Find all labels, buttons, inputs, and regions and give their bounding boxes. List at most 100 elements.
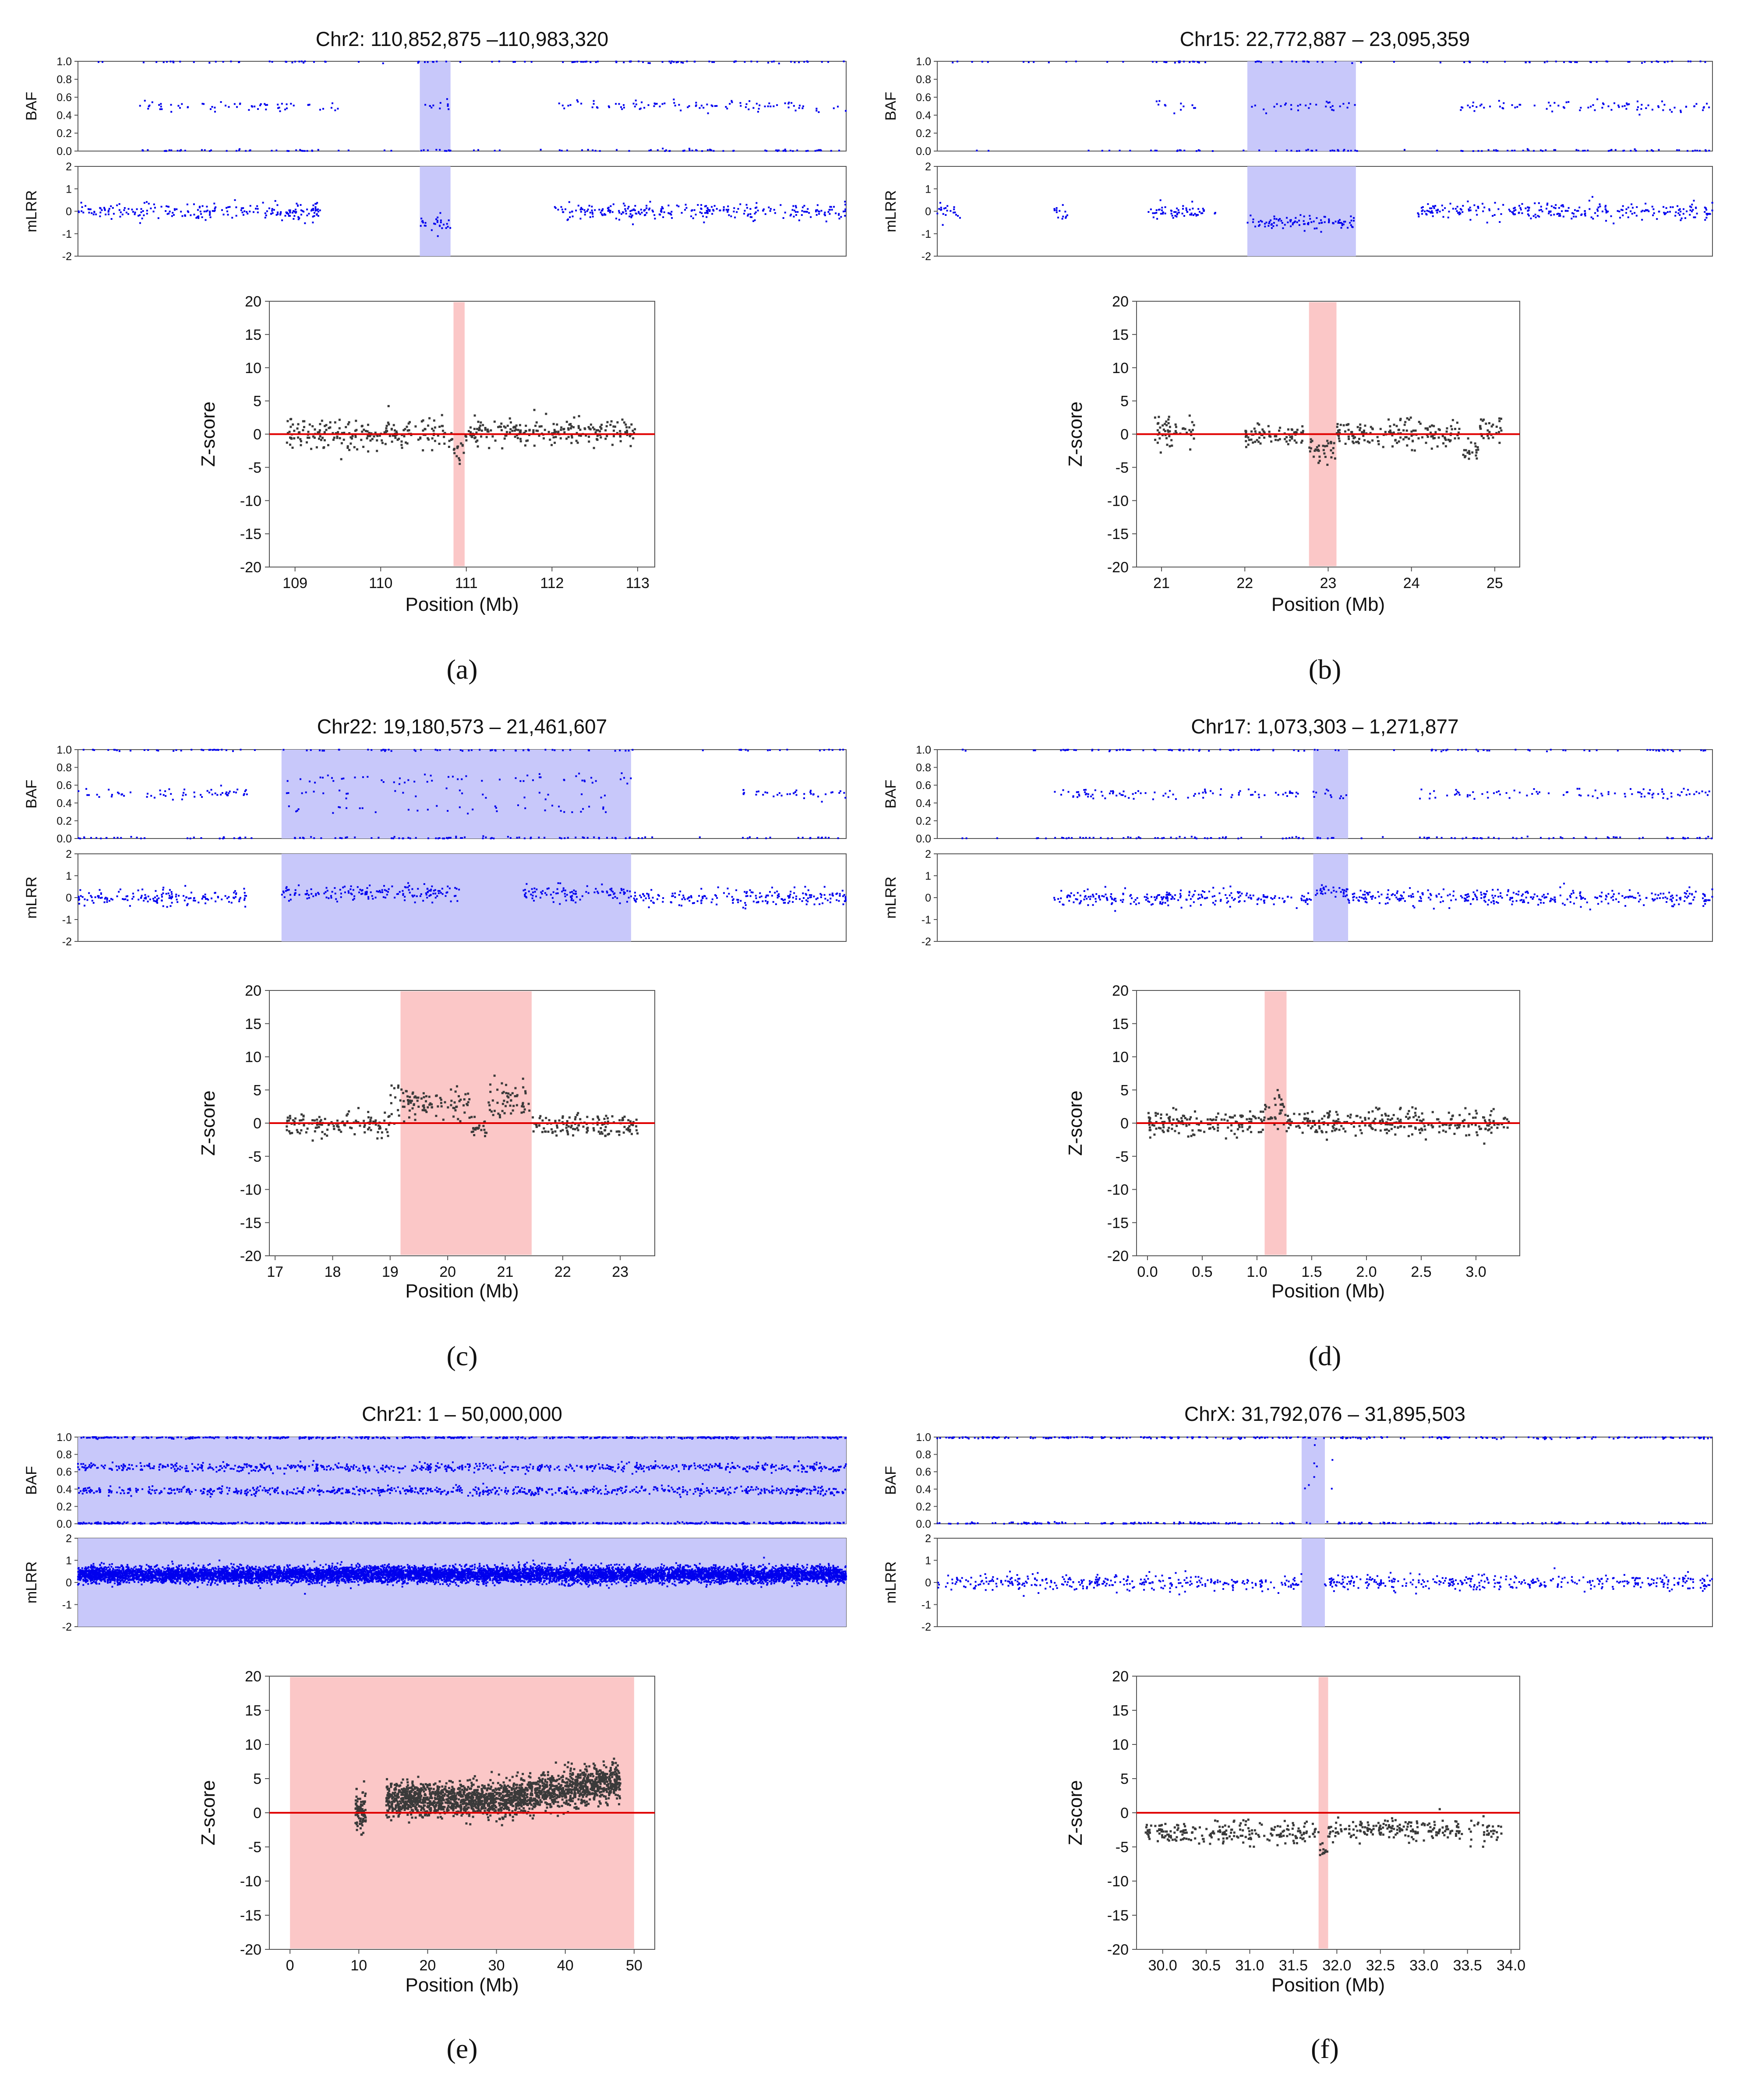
mlrr-point [1597, 210, 1599, 212]
mlrr-point [1711, 209, 1713, 211]
baf-point [1521, 837, 1523, 839]
mlrr-point [620, 888, 622, 890]
baf-point [1291, 836, 1293, 839]
zscore-point [1396, 442, 1398, 444]
baf-point [362, 776, 364, 778]
mlrr-point [791, 209, 794, 211]
baf-point [238, 149, 240, 152]
zscore-point [476, 439, 479, 442]
baf-point [1456, 791, 1458, 793]
zscore-point [1404, 421, 1407, 423]
mlrr-point [210, 897, 212, 899]
zscore-point [429, 1102, 432, 1105]
baf-point [277, 107, 279, 109]
baf-point [1467, 104, 1469, 106]
zscore-point [510, 1099, 512, 1102]
baf-point [215, 60, 217, 63]
baf-point [734, 60, 736, 63]
zscore-point [635, 1118, 638, 1121]
baf-point [1285, 102, 1287, 105]
mlrr-point [550, 894, 552, 896]
zscore-point [303, 1124, 305, 1126]
baf-point [1087, 796, 1089, 798]
mlrr-point [288, 215, 290, 217]
mlrr-point [840, 216, 842, 218]
mlrr-point [1584, 213, 1586, 215]
mlrr-point [377, 891, 379, 893]
mlrr-point [1562, 902, 1564, 905]
zscore-point [1358, 437, 1360, 440]
baf-point [415, 795, 417, 797]
baf-point [540, 148, 542, 151]
mlrr-point [601, 209, 604, 211]
mlrr-point [1513, 207, 1515, 209]
baf-point [539, 776, 541, 779]
baf-point [814, 150, 816, 152]
baf-point [1317, 60, 1319, 63]
zscore-point [506, 424, 509, 427]
baf-point [1285, 792, 1287, 794]
zscore-point [1412, 429, 1415, 432]
baf-point [268, 60, 271, 63]
zscore-point [288, 1130, 290, 1133]
baf-point [1576, 61, 1578, 63]
mlrr-point [638, 212, 640, 214]
baf-point [1284, 104, 1286, 106]
baf-point [593, 100, 595, 102]
mlrr-point [588, 204, 590, 207]
zscore-point [578, 434, 580, 437]
zscore-point [333, 1128, 335, 1130]
mlrr-point [674, 892, 676, 895]
mlrr-point [157, 217, 159, 219]
mlrr-point [531, 888, 533, 890]
baf-tick-label: 0.2 [916, 815, 931, 827]
zscore-point [329, 421, 332, 424]
baf-point [185, 794, 187, 796]
mlrr-point [691, 209, 693, 211]
mlrr-point [684, 898, 686, 900]
mlrr-point [1172, 896, 1174, 898]
zscore-point [632, 1124, 634, 1126]
mlrr-point [776, 890, 778, 892]
mlrr-point [197, 209, 199, 211]
baf-point [259, 104, 261, 106]
zscore-point [569, 427, 572, 430]
mlrr-point [234, 199, 236, 201]
baf-point [251, 837, 253, 839]
mlrr-point [660, 208, 662, 210]
baf-point [388, 749, 390, 751]
zscore-point [1161, 424, 1164, 427]
mlrr-point [1094, 898, 1097, 900]
baf-point [1680, 791, 1683, 793]
zscore-point [341, 432, 343, 434]
zscore-point [463, 1111, 466, 1114]
baf-point [1199, 749, 1201, 751]
mlrr-point [1682, 213, 1684, 215]
baf-point [1163, 837, 1165, 839]
baf-point [1155, 100, 1158, 102]
baf-point [1403, 149, 1405, 151]
zscore-point [385, 427, 388, 430]
zscore-point [320, 439, 322, 441]
mlrr-point [535, 895, 537, 898]
zscore-y-tick-label: 5 [253, 1082, 261, 1099]
baf-point [1607, 791, 1610, 793]
mlrr-point [757, 209, 759, 211]
baf-point [1631, 793, 1633, 795]
zscore-point [413, 1103, 415, 1106]
mlrr-point [1152, 903, 1154, 905]
baf-point [1624, 796, 1626, 798]
mlrr-point [649, 208, 651, 210]
baf-point [1128, 797, 1130, 799]
mlrr-point [692, 902, 694, 904]
mlrr-point [622, 211, 624, 213]
baf-point [1169, 749, 1171, 751]
mlrr-point [828, 209, 830, 211]
baf-point [1673, 106, 1676, 109]
baf-point [823, 749, 825, 751]
zscore-point [527, 1103, 530, 1105]
zscore-point [615, 1130, 618, 1133]
baf-point [595, 780, 597, 782]
zscore-point [605, 425, 608, 427]
baf-point [1116, 794, 1118, 796]
